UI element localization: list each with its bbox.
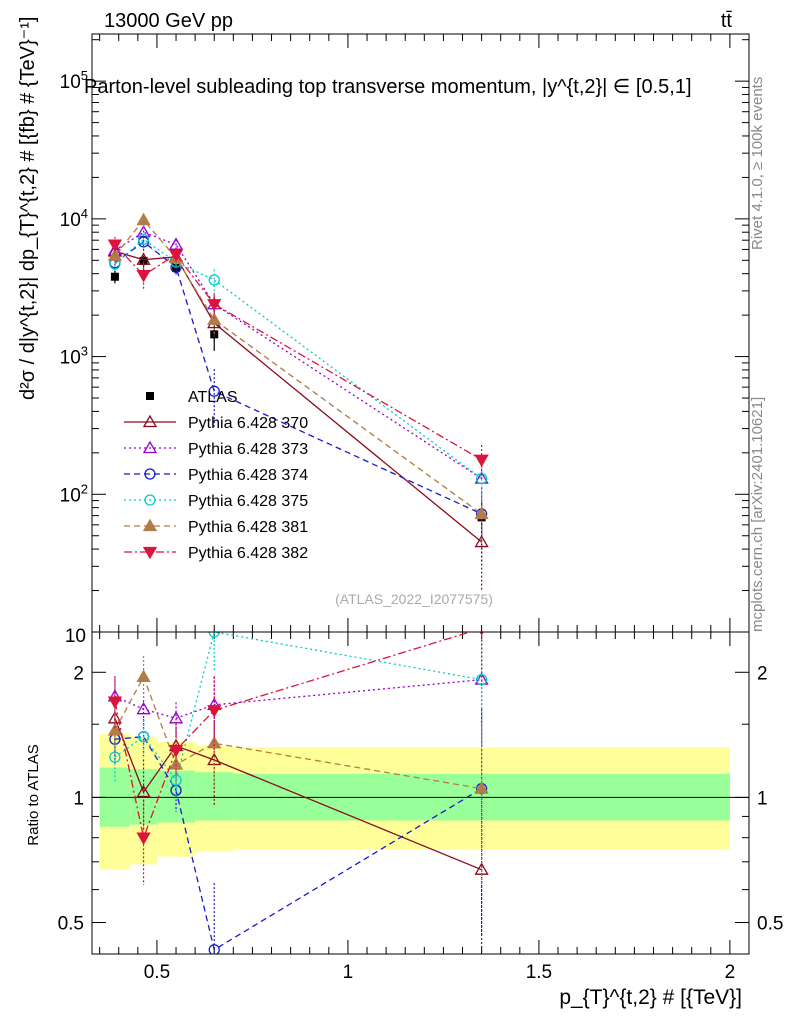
- ratio-y-tick-label-right: 0.5: [757, 914, 783, 935]
- legend-entry: ATLAS: [146, 389, 238, 406]
- ratio-point: [136, 701, 151, 715]
- data-point: [137, 233, 150, 245]
- x-axis-title: p_{T}^{t,2} # [{TeV}]: [559, 986, 742, 1009]
- ratio-point: [479, 632, 484, 636]
- legend-entry: Pythia 6.428 374: [124, 467, 308, 484]
- data-point: [474, 506, 489, 520]
- legend: ATLAS Pythia 6.428 370 Pythia 6.428 373 Pyt…: [124, 389, 308, 562]
- ratio-point: [109, 751, 121, 763]
- ratio-series-pythia-6-428-382: [107, 632, 484, 886]
- legend-entry: Pythia 6.428 381: [124, 518, 308, 536]
- legend-label: Pythia 6.428 374: [188, 467, 308, 484]
- legend-entry: Pythia 6.428 370: [124, 414, 308, 432]
- data-point: [110, 272, 119, 281]
- ratio-point: [136, 832, 151, 845]
- ratio-point: [207, 735, 222, 749]
- series-pythia-6-428-375: [109, 233, 488, 501]
- legend-label: ATLAS: [188, 389, 238, 406]
- ratio-frame: [91, 631, 750, 955]
- ratio-y-axis-title: Ratio to ATLAS: [25, 744, 42, 845]
- data-point: [107, 239, 123, 252]
- ratio-point: [208, 632, 220, 638]
- mcplots-label: mcplots.cern.ch [arXiv:2401.10621]: [749, 397, 766, 632]
- main-frame: [91, 33, 750, 633]
- y-tick-label: 10: [65, 626, 86, 647]
- y-axis-title: d²σ / d|y^{t,2}| dp_{T}^{t,2} # [{fb} # …: [17, 17, 39, 400]
- series-pythia-6-428-373: [107, 224, 489, 501]
- data-point: [208, 274, 220, 286]
- data-point: [210, 330, 219, 339]
- ratio-panel: 0.5 1 1.5 2 0.5 0.5 1 1 2 2: [58, 631, 783, 983]
- data-point: [207, 312, 222, 325]
- ratio-point: [107, 723, 123, 736]
- y-tick-label: 103: [60, 344, 88, 369]
- analysis-id: (ATLAS_2022_I2077575): [335, 591, 493, 607]
- legend-marker: [142, 414, 158, 428]
- main-panel: 10 102 103 104 105: [60, 33, 750, 954]
- legend-label: Pythia 6.428 381: [188, 519, 308, 536]
- data-point: [136, 212, 151, 226]
- y-tick-label: 102: [60, 481, 88, 506]
- series-pythia-6-428-382: [107, 236, 489, 480]
- x-tick-label: 1.5: [526, 962, 552, 983]
- ratio-y-tick-label: 1: [73, 788, 84, 809]
- ratio-line: [114, 679, 482, 719]
- y-tick-label: 104: [60, 206, 88, 231]
- data-point: [474, 534, 489, 548]
- series-line: [114, 231, 482, 480]
- ratio-point: [136, 669, 151, 683]
- legend-entry: Pythia 6.428 373: [124, 440, 308, 458]
- ratio-point: [474, 781, 489, 794]
- legend-label: Pythia 6.428 373: [188, 441, 308, 458]
- data-point: [168, 249, 184, 262]
- legend-marker: [146, 392, 154, 400]
- ratio-y-tick-label-right: 1: [757, 788, 768, 809]
- legend-label: Pythia 6.428 370: [188, 415, 308, 432]
- legend-label: Pythia 6.428 375: [188, 493, 308, 510]
- legend-marker: [144, 468, 156, 480]
- process-label: tt̄: [721, 10, 733, 32]
- ratio-y-tick-label: 2: [73, 663, 84, 684]
- energy-label: 13000 GeV pp: [104, 10, 233, 32]
- data-point: [172, 263, 181, 272]
- data-point: [207, 299, 222, 312]
- ratio-point: [168, 710, 184, 724]
- legend-entry: Pythia 6.428 382: [124, 545, 308, 562]
- chart-title: Parton-level subleading top transverse m…: [84, 76, 692, 98]
- legend-label: Pythia 6.428 382: [188, 545, 308, 562]
- ratio-point: [107, 696, 123, 709]
- series-pythia-6-428-374: [109, 236, 488, 563]
- ratio-point: [207, 705, 222, 718]
- data-point: [474, 454, 489, 468]
- ratio-y-tick-label-right: 2: [757, 663, 768, 684]
- y-tick-label: 105: [60, 68, 88, 93]
- ratio-line: [114, 735, 482, 951]
- ratio-point: [168, 744, 184, 758]
- x-tick-label: 0.5: [144, 962, 170, 983]
- x-tick-label: 2: [725, 962, 736, 983]
- data-point: [136, 270, 151, 283]
- legend-marker: [144, 494, 156, 506]
- ratio-line: [114, 632, 473, 841]
- rivet-label: Rivet 4.1.0, ≥ 100k events: [749, 77, 766, 250]
- ratio-point: [136, 784, 151, 798]
- x-tick-label: 1: [343, 962, 354, 983]
- ratio-series-pythia-6-428-373: [107, 632, 489, 747]
- ratio-point: [137, 731, 150, 743]
- series-line: [114, 238, 483, 480]
- data-point: [107, 248, 123, 261]
- legend-marker: [142, 546, 158, 560]
- ratio-y-tick-label: 0.5: [58, 914, 84, 935]
- legend-entry: Pythia 6.428 375: [124, 493, 308, 510]
- legend-marker: [142, 518, 158, 532]
- legend-marker: [142, 440, 158, 454]
- series-line: [114, 241, 482, 515]
- data-point: [208, 385, 220, 397]
- ratio-point: [208, 944, 220, 954]
